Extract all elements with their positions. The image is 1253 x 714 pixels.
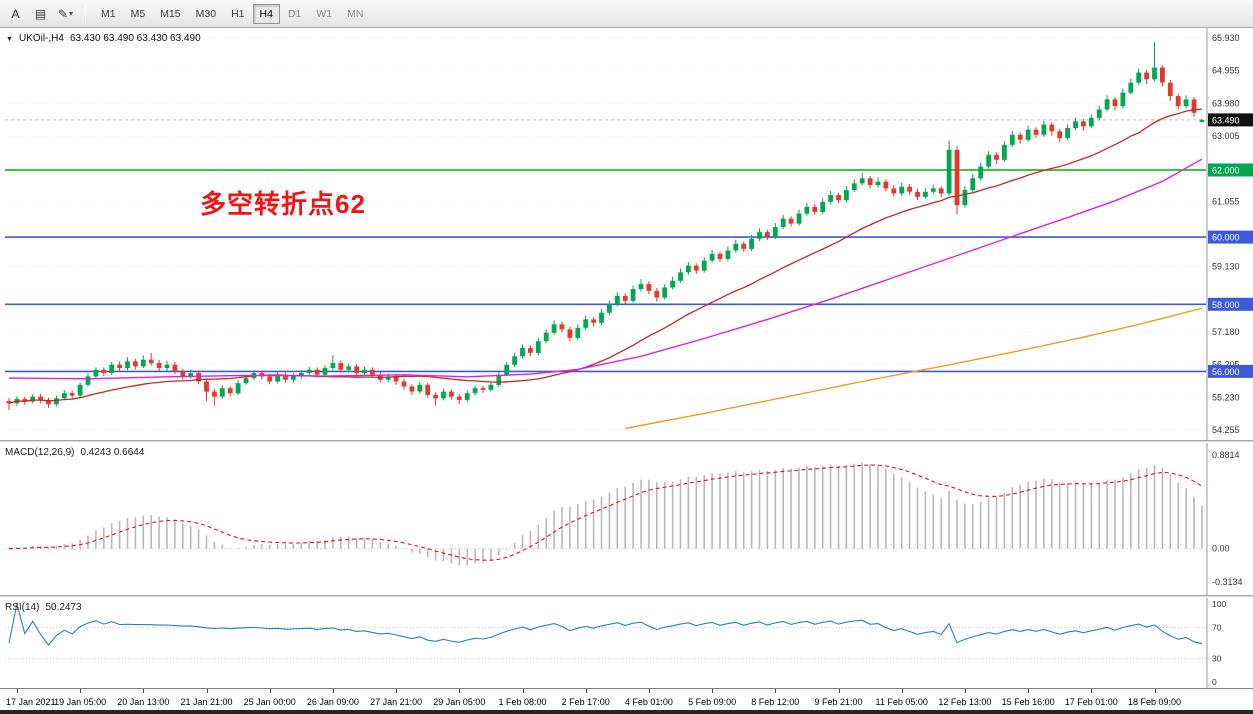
macd-values: 0.4243 0.6644 xyxy=(80,447,145,458)
svg-text:60.000: 60.000 xyxy=(1212,233,1240,243)
timeframe-button-m1[interactable]: M1 xyxy=(94,4,123,24)
panel-splitter[interactable] xyxy=(0,440,1253,443)
svg-text:70: 70 xyxy=(1212,622,1222,632)
time-axis-label: 12 Feb 13:00 xyxy=(938,697,992,707)
timeframe-group: M1 M5 M15 M30 H1 H4 D1 W1 MN xyxy=(94,3,370,24)
draw-tool-button[interactable]: ✎ ▾ xyxy=(54,3,77,24)
timeframe-button-m30[interactable]: M30 xyxy=(189,4,223,24)
time-tick xyxy=(16,689,18,693)
timeframe-button-m5[interactable]: M5 xyxy=(124,4,153,24)
time-axis-label: 18 Feb 09:00 xyxy=(1127,697,1182,707)
pencil-icon: ✎ xyxy=(57,6,69,21)
svg-text:57.180: 57.180 xyxy=(1212,327,1240,337)
time-tick xyxy=(648,689,650,693)
text-tool-button[interactable]: A xyxy=(4,3,27,24)
macd-panel[interactable]: 0.8814 0.00 -0.3134 MACD(12,26,9) 0.4243 0.… xyxy=(0,443,1253,595)
timeframe-button-mn[interactable]: MN xyxy=(340,4,370,24)
time-tick xyxy=(585,689,587,693)
time-tick xyxy=(1091,689,1093,693)
time-axis-label: 26 Jan 09:00 xyxy=(306,697,359,707)
timeframe-button-h1[interactable]: H1 xyxy=(224,4,251,24)
svg-text:100: 100 xyxy=(1212,599,1226,609)
time-axis-label: 11 Feb 05:00 xyxy=(875,697,928,707)
time-axis-label: 1 Feb 08:00 xyxy=(498,697,547,707)
time-axis-label: 8 Feb 12:00 xyxy=(751,697,800,707)
svg-text:0.8814: 0.8814 xyxy=(1212,450,1240,460)
time-tick xyxy=(1028,689,1030,693)
svg-text:64.955: 64.955 xyxy=(1212,66,1240,76)
time-tick xyxy=(712,689,714,693)
svg-text:58.000: 58.000 xyxy=(1212,300,1240,310)
svg-text:0: 0 xyxy=(1212,677,1217,687)
macd-chart[interactable]: 0.8814 0.00 -0.3134 xyxy=(0,443,1253,595)
timeframe-button-h4[interactable]: H4 xyxy=(252,3,280,24)
time-axis-label: 4 Feb 01:00 xyxy=(624,697,673,707)
time-tick xyxy=(206,689,208,693)
time-tick xyxy=(522,689,524,693)
toolbar: A ▤ ✎ ▾ M1 M5 M15 M30 H1 H4 D1 W1 MN xyxy=(0,0,1253,28)
chevron-down-icon: ▾ xyxy=(69,9,74,18)
time-axis-label: 25 Jan 00:00 xyxy=(243,697,296,707)
time-axis-label: 21 Jan 21:00 xyxy=(180,697,233,707)
time-axis-label: 15 Feb 16:00 xyxy=(1001,697,1055,707)
time-axis-label: 19 Jan 05:00 xyxy=(54,697,107,707)
time-axis-label: 29 Jan 05:00 xyxy=(433,697,486,707)
time-axis-label: 9 Feb 21:00 xyxy=(814,697,863,707)
rsi-chart[interactable]: 100 70 30 0 xyxy=(0,598,1253,688)
svg-text:61.055: 61.055 xyxy=(1212,197,1240,207)
time-tick xyxy=(775,689,777,693)
price-chart-panel[interactable]: 65.930 64.955 63.980 63.005 61.055 59.130 57.1… xyxy=(0,28,1253,440)
timeframe-button-w1[interactable]: W1 xyxy=(309,4,339,24)
svg-text:55.230: 55.230 xyxy=(1212,392,1240,402)
time-tick xyxy=(269,689,271,693)
time-tick xyxy=(964,689,966,693)
svg-text:-0.3134: -0.3134 xyxy=(1212,577,1243,587)
symbol-label: UKOil-,H4 xyxy=(18,33,64,44)
annotation-text: 多空转折点62 xyxy=(200,189,366,219)
svg-text:63.980: 63.980 xyxy=(1212,99,1240,109)
template-tool-button[interactable]: ▤ xyxy=(29,3,52,24)
time-axis-label: 2 Feb 17:00 xyxy=(561,697,610,707)
toolbar-separator xyxy=(85,4,86,23)
time-axis-label: 27 Jan 21:00 xyxy=(370,697,423,707)
svg-text:62.000: 62.000 xyxy=(1212,166,1240,176)
rsi-label: RSI(14) 50.2473 xyxy=(5,602,82,613)
time-tick xyxy=(143,689,145,693)
collapse-arrow-icon[interactable]: ▼ xyxy=(6,36,13,43)
time-tick xyxy=(332,689,334,693)
timeframe-button-d1[interactable]: D1 xyxy=(281,4,308,24)
rsi-value: 50.2473 xyxy=(45,602,82,613)
time-tick xyxy=(838,689,840,693)
panel-splitter[interactable] xyxy=(0,595,1253,598)
rsi-panel[interactable]: 100 70 30 0 RSI(14) 50.2473 xyxy=(0,598,1253,688)
time-axis-label: 5 Feb 09:00 xyxy=(688,697,737,707)
time-axis-label: 20 Jan 13:00 xyxy=(117,697,170,707)
timeframe-button-m15[interactable]: M15 xyxy=(153,4,187,24)
svg-text:30: 30 xyxy=(1212,654,1222,664)
svg-text:56.000: 56.000 xyxy=(1212,367,1240,377)
svg-text:65.930: 65.930 xyxy=(1212,33,1240,43)
time-tick xyxy=(80,689,82,693)
rsi-title: RSI(14) xyxy=(5,602,40,613)
candlestick-chart[interactable]: 65.930 64.955 63.980 63.005 61.055 59.130 57.1… xyxy=(0,28,1253,440)
time-tick xyxy=(1154,689,1156,693)
svg-text:63.490: 63.490 xyxy=(1212,115,1240,125)
time-axis-label: 17 Jan 2021 xyxy=(6,697,56,707)
time-tick xyxy=(396,689,398,693)
svg-text:56.205: 56.205 xyxy=(1212,360,1240,370)
svg-text:63.005: 63.005 xyxy=(1212,131,1240,141)
time-tick xyxy=(459,689,461,693)
time-axis-label: 17 Feb 01:00 xyxy=(1064,697,1118,707)
macd-label: MACD(12,26,9) 0.4243 0.6644 xyxy=(5,447,144,458)
svg-text:59.130: 59.130 xyxy=(1212,261,1240,271)
macd-title: MACD(12,26,9) xyxy=(5,447,75,458)
svg-text:54.255: 54.255 xyxy=(1212,425,1240,435)
chart-title: ▼ UKOil-,H4 63.430 63.490 63.430 63.490 xyxy=(6,33,201,44)
svg-text:0.00: 0.00 xyxy=(1212,544,1230,554)
time-tick xyxy=(901,689,903,693)
time-axis[interactable]: 17 Jan 2021 19 Jan 05:00 20 Jan 13:00 21 Ja… xyxy=(0,688,1253,714)
ohlc-values: 63.430 63.490 63.430 63.490 xyxy=(69,33,201,44)
